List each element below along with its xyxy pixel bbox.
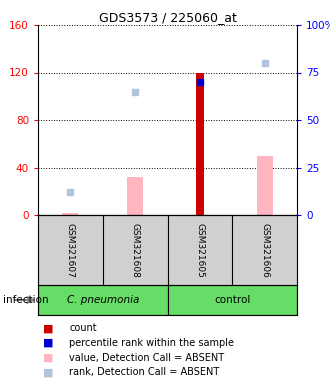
Bar — [168, 285, 297, 315]
Title: GDS3573 / 225060_at: GDS3573 / 225060_at — [99, 11, 236, 24]
Bar — [196, 73, 204, 215]
Text: rank, Detection Call = ABSENT: rank, Detection Call = ABSENT — [69, 367, 219, 377]
Text: GSM321607: GSM321607 — [66, 223, 75, 277]
Text: GSM321608: GSM321608 — [131, 223, 140, 277]
Text: infection: infection — [3, 295, 49, 305]
Text: control: control — [214, 295, 250, 305]
Text: C. pneumonia: C. pneumonia — [67, 295, 139, 305]
Bar — [62, 213, 79, 215]
Text: ■: ■ — [43, 367, 53, 377]
Bar — [38, 285, 168, 315]
Text: percentile rank within the sample: percentile rank within the sample — [69, 338, 234, 348]
Text: value, Detection Call = ABSENT: value, Detection Call = ABSENT — [69, 353, 224, 362]
Text: ■: ■ — [43, 338, 53, 348]
Text: GSM321606: GSM321606 — [260, 223, 269, 277]
Text: ■: ■ — [43, 353, 53, 362]
Bar — [127, 177, 143, 215]
Text: ■: ■ — [43, 323, 53, 333]
Text: GSM321605: GSM321605 — [195, 223, 204, 277]
Text: count: count — [69, 323, 97, 333]
Bar — [256, 156, 273, 215]
